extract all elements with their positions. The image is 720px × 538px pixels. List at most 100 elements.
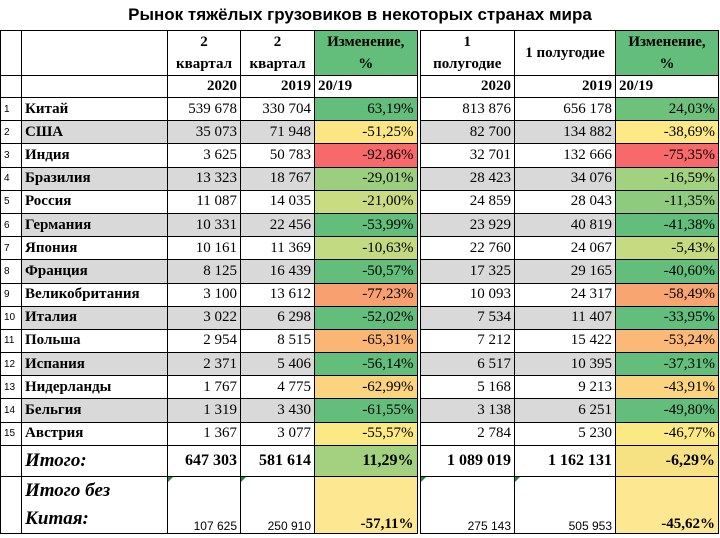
table-row: 5 Россия 11 087 14 035 -21,00% 24 859 28 043 -1… [0,189,719,214]
q2-2020-value: 1 767 [167,375,241,400]
country-name: Австрия [21,421,168,446]
q-change-value: -77,23% [314,282,419,307]
total-q-change: 11,29% [314,444,419,477]
year-2019-b: 2019 [514,75,616,98]
row-index: 8 [0,259,22,284]
q2-2019-value: 3 430 [240,398,315,423]
table-row: 14 Бельгия 1 319 3 430 -61,55% 3 138 6 251 -49,… [0,398,719,423]
q2-2020-value: 10 161 [167,236,241,261]
header-h1-2020: 1 полугодие [416,30,515,76]
h-change-value: 24,03% [615,96,719,122]
h1-2020-value: 2 784 [416,421,515,446]
h-change-value: -41,38% [615,212,719,238]
total-ex-china-q2-2019: 250 910 [240,475,315,534]
country-name: США [21,120,168,145]
header-q2-2020: 2 квартал [167,30,241,76]
q-change-value: -50,57% [314,259,419,284]
q-change-value: -10,63% [314,236,419,261]
total-empty-index [0,444,22,477]
country-name: Италия [21,305,168,330]
q-change-value: -56,14% [314,352,419,377]
header-h1-2019-text: 1 полугодие [525,44,605,61]
h1-2020-value: 22 760 [416,236,515,261]
row-index: 13 [0,375,22,400]
year-2019-a: 2019 [240,75,315,98]
row-index: 7 [0,236,22,261]
q2-2019-value: 5 406 [240,352,315,377]
page-title: Рынок тяжёлых грузовиков в некоторых стр… [128,5,592,24]
table-row: 6 Германия 10 331 22 456 -53,99% 23 929 40 819… [0,212,719,238]
country-name: Польша [21,328,168,354]
row-index: 14 [0,398,22,423]
q2-2019-value: 8 515 [240,328,315,354]
h-change-value: -11,35% [615,189,719,214]
total-ex-china-label-l1: Итого без [25,479,111,501]
h1-2019-value: 24 067 [514,236,616,261]
q-change-value: -65,31% [314,328,419,354]
total-h1-2020: 1 089 019 [416,444,515,477]
ratio-b: 20/19 [615,75,719,98]
year-empty-index [0,75,22,98]
table-row: 1 Китай 539 678 330 704 63,19% 813 876 656 178… [0,96,719,122]
q2-2020-value: 2 371 [167,352,241,377]
h1-2020-value: 32 701 [416,143,515,168]
q-change-value: -62,99% [314,375,419,400]
q2-2020-value: 3 625 [167,143,241,168]
q-change-value: -51,25% [314,120,419,145]
q2-2019-value: 11 369 [240,236,315,261]
table-row: 10 Италия 3 022 6 298 -52,02% 7 534 11 407 -33,… [0,305,719,330]
h-change-value: -38,69% [615,120,719,145]
country-name: Франция [21,259,168,284]
country-name: Россия [21,189,168,214]
total-q2-2020: 647 303 [167,444,241,477]
q2-2020-value: 1 367 [167,421,241,446]
header-row: 2 квартал 2 квартал Изменение,% 1 полугодие… [0,30,719,76]
row-index: 9 [0,282,22,307]
q-change-value: -61,55% [314,398,419,423]
total-h-change: -6,29% [615,444,719,477]
h1-2019-value: 656 178 [514,96,616,122]
table-row: 12 Испания 2 371 5 406 -56,14% 6 517 10 395 -37… [0,352,719,377]
h-change-value: -46,77% [615,421,719,446]
h1-2019-value: 40 819 [514,212,616,238]
country-name: Великобритания [21,282,168,307]
q2-2019-value: 50 783 [240,143,315,168]
table-row: 11 Польша 2 954 8 515 -65,31% 7 212 15 422 -53,… [0,328,719,354]
row-index: 5 [0,189,22,214]
header-h-change-l2: % [659,56,675,72]
h1-2020-value: 28 423 [416,166,515,191]
total-q2-2019: 581 614 [240,444,315,477]
h1-2020-value: 813 876 [416,96,515,122]
total-ex-china-h1-2019: 505 953 [514,475,616,534]
q-change-value: -92,86% [314,143,419,168]
total-h1-2019: 1 162 131 [514,444,616,477]
h1-2019-value: 5 230 [514,421,616,446]
table-row: 3 Индия 3 625 50 783 -92,86% 32 701 132 666 -75… [0,143,719,168]
h1-2020-value: 5 168 [416,375,515,400]
header-q-change: Изменение,% [314,30,419,76]
h1-2020-value: 7 212 [416,328,515,354]
country-name: Германия [21,212,168,238]
q2-2020-value: 11 087 [167,189,241,214]
country-name: Нидерланды [21,375,168,400]
q2-2020-value: 35 073 [167,120,241,145]
header-h1-2020-l1: 1 [463,34,472,50]
data-rows: 1 Китай 539 678 330 704 63,19% 813 876 656 178… [0,96,719,446]
row-index: 1 [0,96,22,122]
q-change-value: -29,01% [314,166,419,191]
country-name: Китай [21,96,168,122]
h1-2019-value: 11 407 [514,305,616,330]
row-index: 4 [0,166,22,191]
header-q2-2020-l2: квартал [176,56,232,72]
h-change-value: -58,49% [615,282,719,307]
q-change-value: -21,00% [314,189,419,214]
q-change-value: 63,19% [314,96,419,122]
total-ex-china-q2-2020: 107 625 [167,475,241,534]
q-change-value: -53,99% [314,212,419,238]
h1-2020-value: 17 325 [416,259,515,284]
q2-2019-value: 16 439 [240,259,315,284]
h-change-value: -16,59% [615,166,719,191]
header-q2-2019: 2 квартал [240,30,315,76]
header-q-change-l1: Изменение, [327,34,405,50]
h-change-value: -5,43% [615,236,719,261]
